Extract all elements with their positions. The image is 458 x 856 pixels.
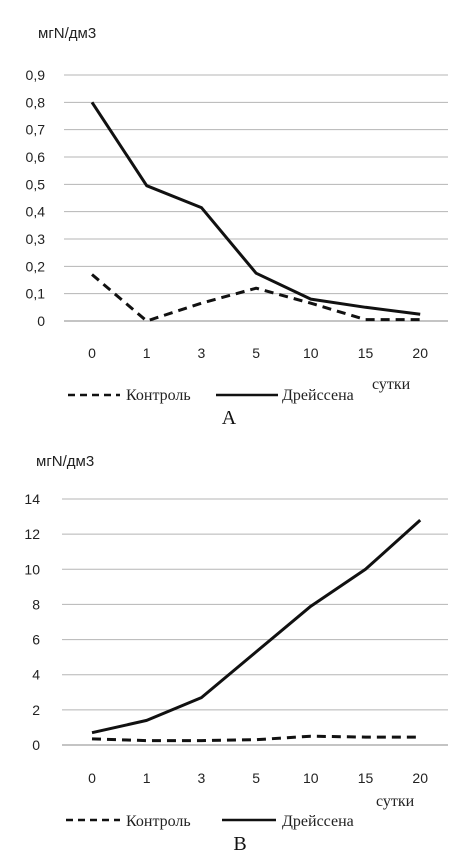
chart-b-panel-label: B <box>233 833 246 855</box>
chart-b-x-tick-label: 0 <box>88 770 96 786</box>
chart-b-x-tick-label: 1 <box>143 770 151 786</box>
chart-b-x-ticks: 0 1 3 5 10 15 20 <box>88 770 428 786</box>
chart-b-y-tick-label: 4 <box>32 667 40 683</box>
chart-a-series-control-line <box>91 273 421 323</box>
chart-b-y-tick-label: 6 <box>32 632 40 648</box>
chart-b-xlabel: сутки <box>376 793 415 810</box>
chart-a-y-tick-label: 0,9 <box>26 67 46 83</box>
chart-a-x-tick-label: 10 <box>303 345 319 361</box>
chart-b-y-tick-label: 10 <box>24 561 40 577</box>
chart-b-y-tick-label: 14 <box>24 491 40 507</box>
chart-a-x-ticks: 0 1 3 5 10 15 20 <box>88 345 428 361</box>
chart-a-x-tick-label: 0 <box>88 345 96 361</box>
chart-a-y-tick-label: 0,4 <box>26 204 46 220</box>
chart-a-legend-label-dreissena: Дрейссена <box>282 387 354 404</box>
chart-b-legend-label-control: Контроль <box>126 813 191 830</box>
chart-a-ylabel: мгN/дм3 <box>38 25 96 42</box>
chart-b-y-tick-label: 2 <box>32 702 40 718</box>
chart-a-y-tick-label: 0 <box>37 313 45 329</box>
chart-b-ylabel: мгN/дм3 <box>36 453 94 470</box>
chart-b-x-tick-label: 5 <box>252 770 260 786</box>
chart-a-x-tick-label: 20 <box>412 345 428 361</box>
chart-a-legend: Контроль Дрейссена <box>68 387 354 404</box>
chart-b-y-tick-label: 12 <box>24 526 40 542</box>
chart-b-series <box>91 518 422 743</box>
chart-b-series-control-line <box>91 734 421 743</box>
chart-a-panel-label: A <box>222 407 237 429</box>
chart-a-series <box>90 101 421 323</box>
chart-a-x-tick-label: 3 <box>198 345 206 361</box>
chart-a-x-tick-label: 5 <box>252 345 260 361</box>
chart-a-y-tick-label: 0,6 <box>26 149 46 165</box>
chart-a-y-ticks: 0 0,1 0,2 0,3 0,4 0,5 0,6 0,7 0,8 0,9 <box>26 67 46 329</box>
chart-a-x-tick-label: 15 <box>358 345 374 361</box>
chart-a-y-tick-label: 0,2 <box>26 258 46 274</box>
chart-a-gridlines <box>64 74 448 322</box>
chart-b-y-tick-label: 8 <box>32 596 40 612</box>
chart-b-legend: Контроль Дрейссена <box>66 813 354 830</box>
chart-a-series-dreissena-line <box>90 101 421 316</box>
chart-a-legend-label-control: Контроль <box>126 387 191 404</box>
chart-b-gridlines <box>62 498 448 746</box>
chart-b-legend-label-dreissena: Дрейссена <box>282 813 354 830</box>
chart-a-y-tick-label: 0,8 <box>26 94 46 110</box>
chart-a-y-tick-label: 0,7 <box>26 122 46 138</box>
chart-b-x-tick-label: 10 <box>303 770 319 786</box>
chart-b-y-tick-label: 0 <box>32 737 40 753</box>
chart-b-series-dreissena-line <box>91 518 422 735</box>
chart-b-y-ticks: 0 2 4 6 8 10 12 14 <box>24 491 40 753</box>
chart-b-x-tick-label: 3 <box>198 770 206 786</box>
chart-a: мгN/дм3 0 0,1 0,2 0,3 0,4 0,5 0,6 0,7 0,8 0,9 0 1 3… <box>26 25 448 429</box>
chart-a-y-tick-label: 0,3 <box>26 231 46 247</box>
chart-a-x-tick-label: 1 <box>143 345 151 361</box>
chart-a-xlabel: сутки <box>372 376 411 393</box>
chart-b: мгN/дм3 0 2 4 6 8 10 12 14 0 1 3 5 10 15 20 Контроль … <box>24 453 448 855</box>
chart-a-y-tick-label: 0,5 <box>26 176 46 192</box>
chart-a-y-tick-label: 0,1 <box>26 286 46 302</box>
chart-b-x-tick-label: 20 <box>412 770 428 786</box>
chart-b-x-tick-label: 15 <box>358 770 374 786</box>
